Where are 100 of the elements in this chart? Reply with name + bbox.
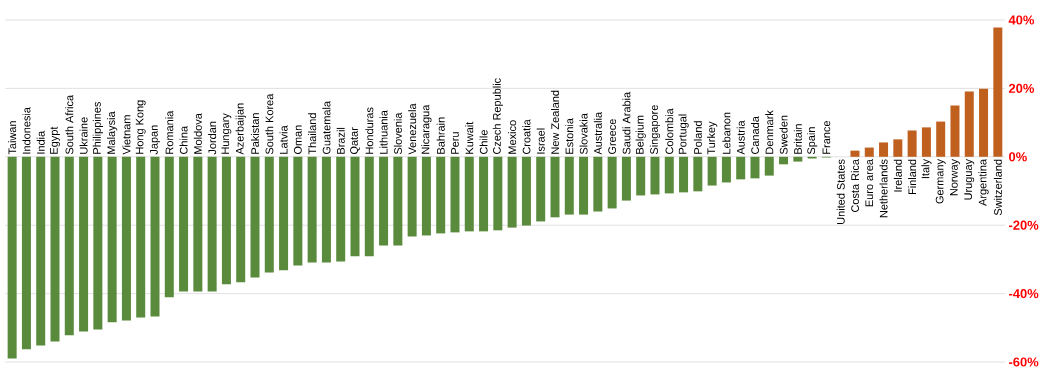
bar [493, 156, 503, 231]
y-tick-label: -20% [1009, 220, 1039, 230]
x-tick-label: Vietnam [122, 115, 131, 155]
x-tick-label: Singapore [649, 105, 661, 155]
x-tick-label: Nicaragua [421, 104, 432, 154]
x-tick-label: Guatemala [322, 101, 331, 155]
bar [50, 156, 60, 342]
x-tick-label: Portugal [678, 114, 689, 154]
x-tick-label: Peru [451, 132, 459, 154]
x-tick-label: Hong Kong [135, 100, 146, 154]
bar [593, 156, 603, 212]
bar [750, 156, 760, 179]
bar [793, 156, 803, 162]
x-tick-label: China [179, 125, 188, 155]
x-tick-label: Egypt [50, 126, 60, 154]
x-tick-label: Switzerland [993, 159, 1002, 216]
bar [579, 156, 589, 215]
bar [7, 156, 17, 359]
x-tick-label: Argentina [978, 159, 989, 206]
x-tick-label: Thailand [308, 113, 317, 155]
bar [907, 130, 917, 157]
x-tick-label: Netherlands [879, 159, 888, 218]
bar [307, 156, 317, 263]
bar [236, 156, 246, 283]
bar [264, 156, 274, 273]
bar [864, 147, 874, 157]
bar [679, 156, 689, 193]
bar [464, 156, 474, 232]
x-tick-label: Taiwan [8, 121, 17, 155]
bar [107, 156, 117, 323]
x-tick-label: Norway [950, 159, 960, 196]
bar [536, 156, 546, 222]
bar [450, 156, 460, 233]
x-tick-label: Lebanon [722, 112, 731, 154]
bar [479, 156, 489, 232]
x-tick-label: Lithuania [379, 110, 388, 154]
bar [636, 156, 646, 196]
x-tick-label: Slovenia [393, 112, 402, 155]
bar [721, 156, 731, 183]
y-tick-label: -40% [1009, 289, 1039, 299]
bar [779, 156, 789, 165]
x-tick-label: Belgium [635, 115, 646, 154]
x-tick-label: Slovakia [579, 113, 588, 155]
bar [707, 156, 717, 186]
x-tick-label: South Africa [65, 94, 74, 155]
x-tick-label: India [36, 130, 45, 154]
bar [121, 156, 131, 321]
x-tick-label: Brazil [336, 127, 345, 154]
x-tick-label: Bahrain [436, 117, 445, 154]
x-tick-label: Philippines [92, 102, 103, 154]
x-tick-label: Uruguay [964, 159, 975, 200]
x-tick-label: Pakistan [250, 113, 260, 154]
x-tick-label: Jordan [208, 121, 217, 155]
bar [21, 156, 31, 350]
bar [550, 156, 560, 218]
bar [921, 127, 931, 157]
x-tick-label: Poland [693, 121, 702, 154]
x-tick-label: Euro area [865, 159, 874, 207]
bar [93, 156, 103, 330]
bar [407, 156, 417, 237]
bar [250, 156, 260, 278]
bar [893, 139, 903, 157]
bar [507, 156, 517, 228]
bar [293, 156, 303, 266]
x-tick-label: Qatar [350, 127, 360, 155]
bar [964, 91, 974, 157]
x-tick-label: Canada [750, 116, 760, 155]
bar [64, 156, 74, 336]
y-tick-label: 40% [1008, 15, 1035, 25]
bar [321, 156, 331, 263]
bar [650, 156, 660, 195]
x-tick-label: Britain [793, 124, 802, 154]
bar [850, 150, 860, 157]
x-tick-label: Romania [165, 110, 174, 154]
bar [621, 156, 631, 201]
bar [150, 156, 160, 317]
bar [950, 105, 960, 157]
bar [764, 156, 774, 176]
bar [736, 156, 746, 180]
bar [164, 156, 174, 298]
y-tick-label: 0% [1009, 152, 1027, 162]
x-tick-label: Indonesia [22, 107, 31, 154]
bar [36, 156, 46, 346]
x-tick-label: Australia [593, 111, 602, 155]
x-tick-label: Sweden [779, 115, 788, 155]
bar [521, 156, 531, 226]
x-tick-label: Czech Republic [492, 78, 503, 155]
bar [207, 156, 217, 292]
x-tick-label: Austria [736, 120, 745, 155]
bar [607, 156, 617, 209]
x-tick-label: Ukraine [79, 117, 88, 154]
x-tick-label: Kuwait [465, 121, 474, 154]
y-tick-label: 20% [1008, 83, 1035, 93]
x-tick-label: Spain [807, 127, 818, 155]
bar [221, 156, 231, 285]
x-tick-label: Hungary [221, 113, 232, 154]
bar [436, 156, 446, 234]
x-tick-label: United States [836, 159, 845, 224]
bar [393, 156, 403, 246]
bar [936, 121, 946, 157]
